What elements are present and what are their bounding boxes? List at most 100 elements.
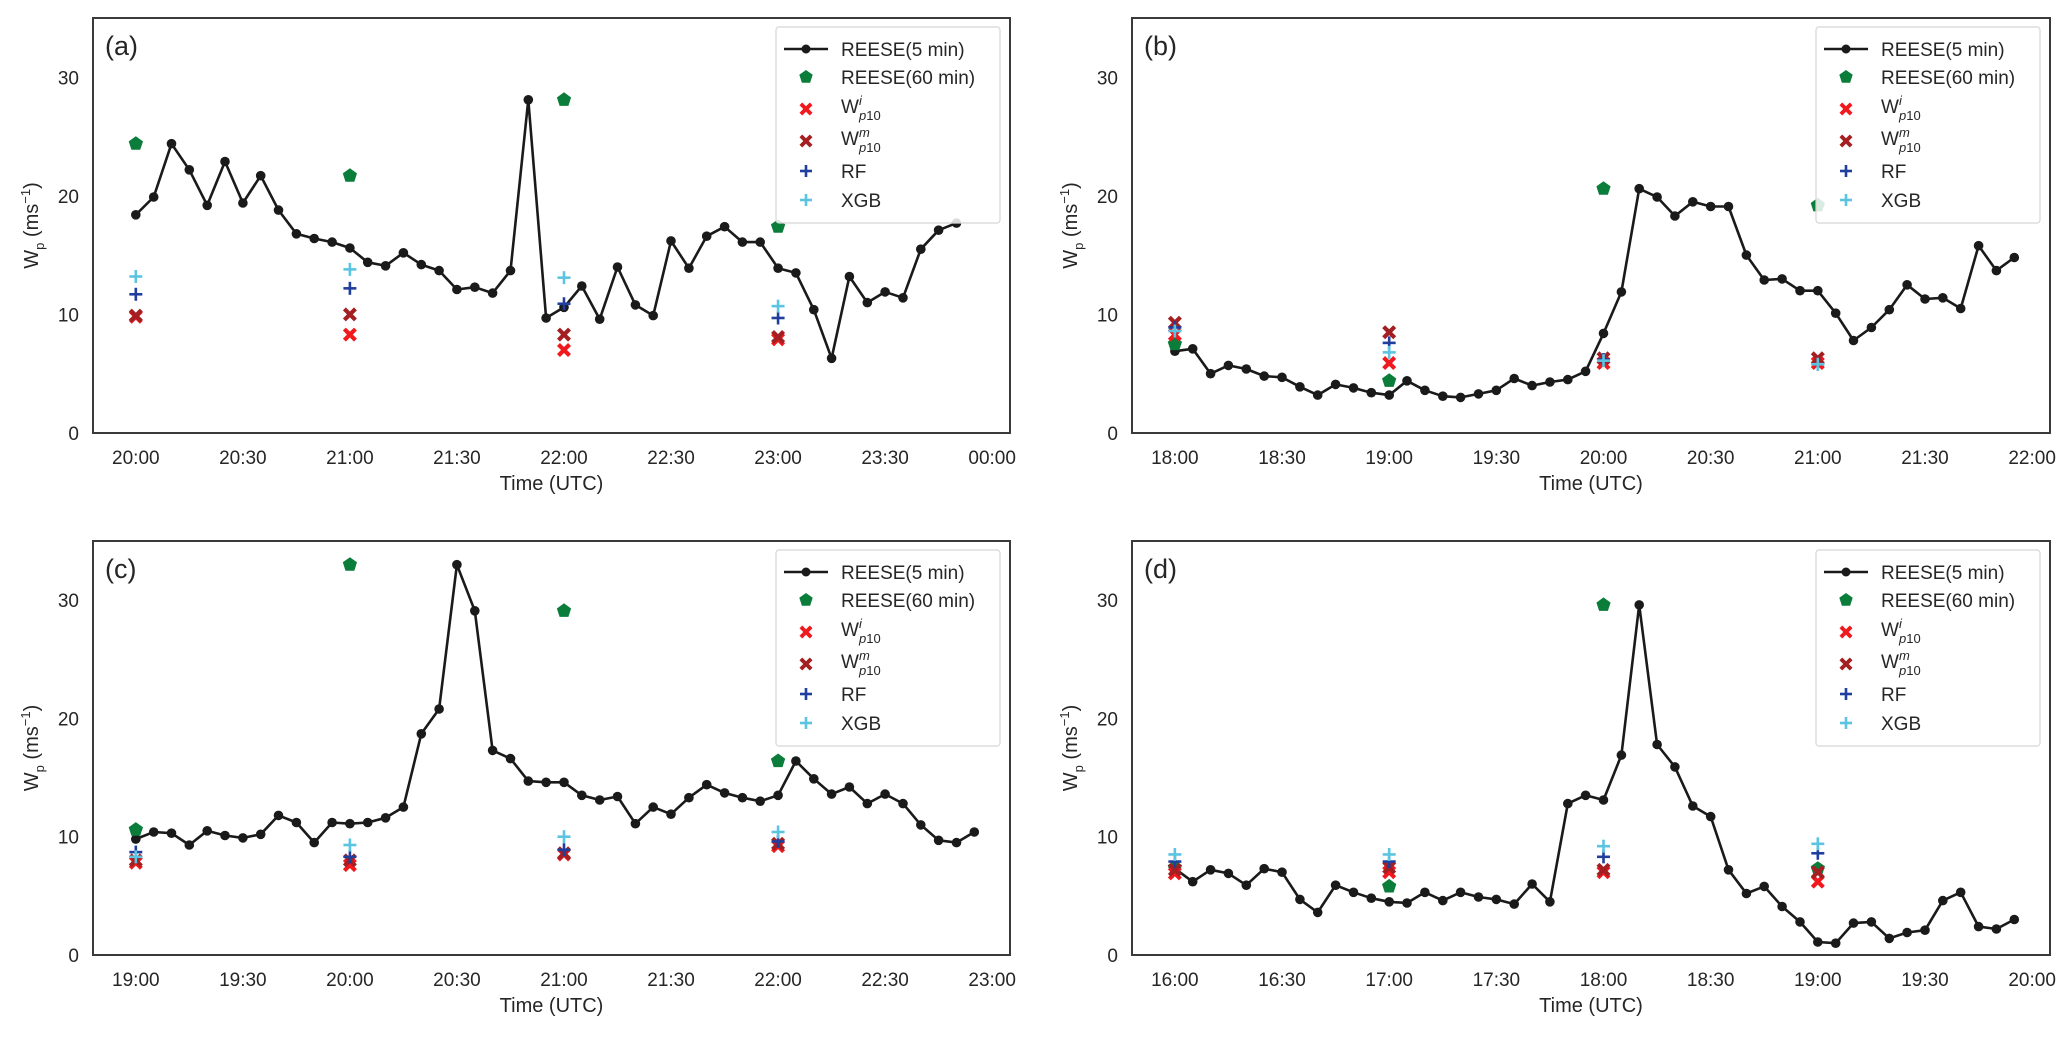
point-reese-5min <box>1902 927 1912 938</box>
point-reese-5min <box>345 243 355 253</box>
point-reese-5min <box>1330 379 1341 390</box>
point-reese-5min <box>1491 385 1502 396</box>
legend-xmark-icon-wm <box>1839 657 1853 671</box>
y-axis-label: Wp (ms−1) <box>18 705 47 792</box>
point-reese-5min <box>1920 294 1930 304</box>
point-reese-5min <box>362 817 373 828</box>
x-tick-label: 22:30 <box>647 448 695 469</box>
point-reese-5min <box>1277 372 1287 383</box>
point-rf <box>557 843 571 857</box>
legend-label-xgb: XGB <box>1881 714 1921 735</box>
point-reese-5min <box>1438 391 1448 402</box>
point-reese-5min <box>1866 322 1877 333</box>
y-tick-label: 10 <box>1097 828 1118 849</box>
point-reese-5min <box>1830 938 1841 948</box>
point-wm-p10 <box>342 307 357 322</box>
point-reese-5min <box>1545 377 1555 387</box>
point-reese-5min <box>2009 914 2020 925</box>
point-xgb <box>771 299 785 313</box>
legend-frame <box>775 26 1001 224</box>
point-reese-5min <box>1295 894 1305 905</box>
legend-label-wi-p10: Wi p10 <box>841 93 881 123</box>
point-reese-5min <box>220 830 230 841</box>
point-reese-5min <box>898 798 908 809</box>
point-reese-5min <box>1509 899 1519 909</box>
point-wi-p10 <box>342 327 357 342</box>
point-reese-5min <box>666 236 676 246</box>
point-reese-5min <box>1527 380 1537 391</box>
point-reese-5min <box>1598 795 1609 805</box>
point-wm-p10 <box>1810 865 1825 880</box>
legend-label-reese-60min: REESE(60 min) <box>1881 68 2015 89</box>
x-tick-label: 17:00 <box>1365 970 1413 991</box>
point-reese-5min <box>273 810 284 821</box>
x-tick-label: 22:00 <box>754 970 802 991</box>
point-reese-5min <box>1348 383 1359 393</box>
point-reese-5min <box>148 827 159 837</box>
point-reese-5min <box>523 776 534 786</box>
point-reese-5min <box>791 268 801 278</box>
y-tick-label: 20 <box>1097 187 1118 208</box>
legend-plus-icon-rf <box>800 688 812 700</box>
x-tick-label: 18:00 <box>1151 448 1199 469</box>
point-reese-5min <box>273 205 284 215</box>
point-reese-5min <box>309 837 320 848</box>
point-reese-5min <box>1312 390 1323 400</box>
point-reese-5min <box>202 200 212 211</box>
point-reese-5min <box>452 559 462 570</box>
point-reese-5min <box>1813 937 1823 947</box>
legend-frame <box>775 549 1001 747</box>
point-reese-5min <box>1920 925 1930 935</box>
point-reese-5min <box>380 261 391 271</box>
point-reese-5min <box>1455 392 1466 403</box>
legend-label-reese-5min: REESE(5 min) <box>1881 563 2005 584</box>
point-xgb <box>557 830 571 844</box>
y-tick-label: 30 <box>1097 68 1118 89</box>
point-reese-5min <box>862 297 873 308</box>
legend-label-xgb: XGB <box>841 191 881 212</box>
point-reese-60-min- <box>770 753 786 768</box>
point-reese-5min <box>1580 790 1591 801</box>
legend-label-wm-p10: Wm p10 <box>841 125 881 155</box>
point-reese-5min <box>131 210 141 220</box>
point-reese-5min <box>1277 867 1287 877</box>
point-reese-5min <box>184 165 195 175</box>
point-reese-5min <box>1348 887 1359 898</box>
point-reese-5min <box>327 237 337 247</box>
point-reese-5min <box>541 313 551 323</box>
legend-dot-icon <box>801 567 811 577</box>
point-reese-5min <box>1491 894 1502 905</box>
plot-area <box>1167 181 2020 403</box>
point-wi-p10 <box>556 343 571 357</box>
x-tick-label: 18:30 <box>1687 970 1735 991</box>
point-reese-5min <box>291 229 302 239</box>
panel-d: 0 10 20 30 16:00 16:30 17:00 17:30 18:00 18:30 19:… <box>1057 540 2056 1017</box>
point-reese-5min <box>666 809 676 819</box>
point-reese-5min <box>452 284 462 295</box>
point-reese-5min <box>648 310 658 321</box>
y-tick-label: 10 <box>1097 305 1118 326</box>
point-reese-5min <box>470 606 480 616</box>
point-reese-5min <box>1473 892 1484 902</box>
plot-area <box>128 92 962 364</box>
point-reese-5min <box>844 271 855 282</box>
point-reese-5min <box>1741 888 1752 899</box>
point-xgb <box>129 850 143 864</box>
legend-pentagon-icon <box>1839 593 1853 606</box>
y-axis-label: Wp (ms−1) <box>1057 182 1086 269</box>
x-tick-label: 20:30 <box>433 970 481 991</box>
point-reese-5min <box>773 790 783 801</box>
point-reese-5min <box>541 777 551 788</box>
point-reese-5min <box>1795 917 1805 927</box>
panel-c: 0 10 20 30 19:00 19:30 20:00 20:30 21:00 21:30 22:… <box>18 540 1016 1017</box>
legend-label-wm-p10: Wm p10 <box>841 648 881 678</box>
y-tick-label: 30 <box>1097 591 1118 612</box>
x-tick-label: 21:00 <box>1794 448 1842 469</box>
point-xgb <box>1168 324 1182 338</box>
point-reese-5min <box>238 198 248 208</box>
y-tick-label: 20 <box>58 187 79 208</box>
y-tick-label: 30 <box>58 68 79 89</box>
point-wm-p10 <box>1596 862 1611 877</box>
point-wm-p10 <box>556 327 571 342</box>
